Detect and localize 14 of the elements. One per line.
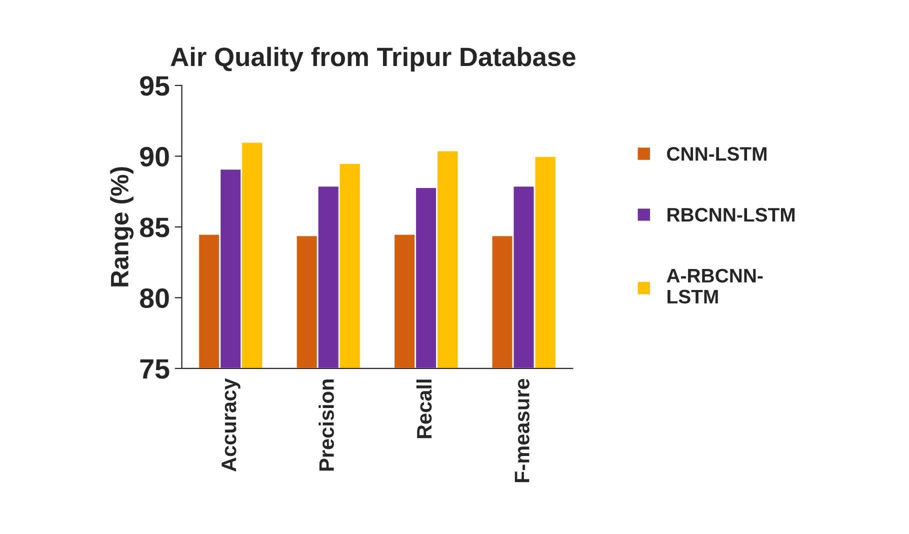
- chart-title: Air Quality from Tripur Database: [170, 46, 576, 72]
- x-tick-label: F-measure: [514, 378, 530, 482]
- legend-label: RBCNN-LSTM: [668, 208, 795, 222]
- y-tick-label: 80: [140, 288, 169, 308]
- x-tick-label: Recall: [416, 380, 432, 438]
- y-tick-label: 90: [140, 146, 169, 167]
- y-tick-label: 75: [140, 359, 170, 379]
- x-tick-label: Precision: [318, 379, 334, 471]
- y-tick-label: 95: [140, 76, 170, 96]
- legend-label: A-RBCNN- LSTM: [666, 268, 763, 304]
- y-tick-label: 85: [140, 218, 170, 238]
- y-axis-title: Range (%): [110, 167, 134, 286]
- x-tick-label: Accuracy: [222, 378, 240, 472]
- legend-label: CNN-LSTM: [667, 147, 766, 161]
